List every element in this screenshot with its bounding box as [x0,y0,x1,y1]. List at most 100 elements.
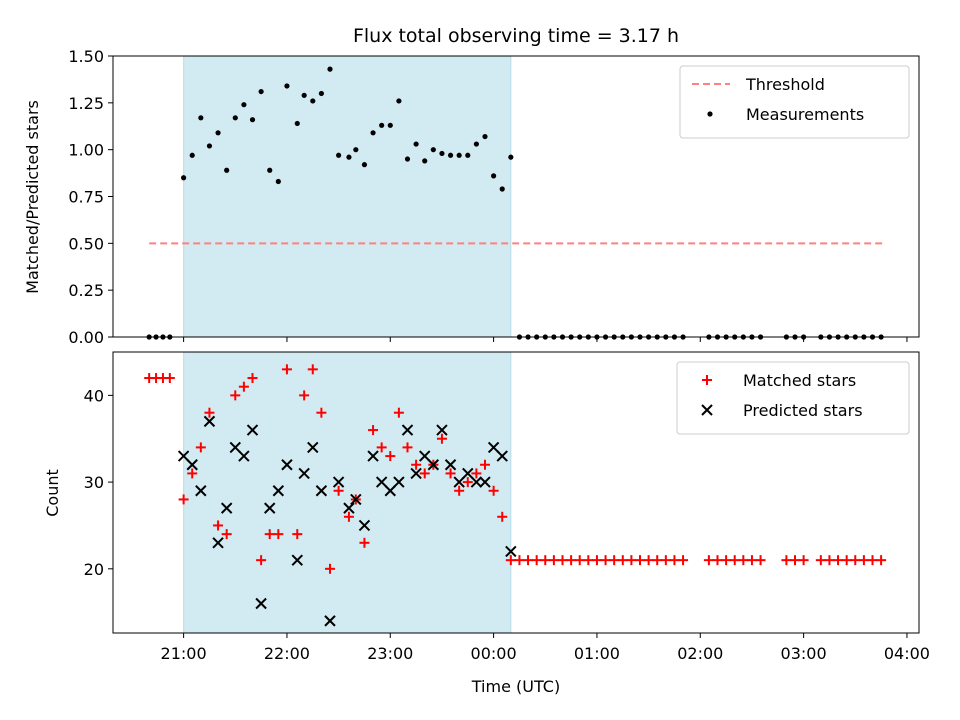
predicted-star-point [229,441,241,454]
measurement-point [353,147,359,153]
matched-star-point [316,407,327,418]
measurement-point [258,88,264,95]
predicted-star-point [220,502,233,514]
matched-star-point [505,555,516,566]
matched-star-point [343,511,354,522]
measurement-point [224,167,230,173]
legend-measurement-swatch [707,111,713,117]
measurement-point [370,130,376,136]
measurement-point [267,167,273,173]
matched-star-point [264,529,275,540]
matched-star-point [798,555,809,566]
predicted-star-point [255,597,267,610]
measurement-point [430,147,436,153]
matched-star-point [164,373,175,384]
predicted-star-point [332,476,345,488]
legend-label: Predicted stars [743,401,863,420]
matched-star-point [368,425,379,436]
bottom-axes-frame [112,351,920,634]
top-y-tick-label: 0.25 [68,281,104,300]
matched-star-point [609,555,620,566]
matched-star-point [393,407,404,418]
matched-star-point [411,459,422,470]
measurement-point [241,102,247,108]
measurement-point [284,83,290,89]
matched-star-point [445,468,456,479]
matched-star-point [376,442,387,453]
matched-star-point [480,459,490,470]
matched-star-point [557,555,568,566]
top-y-axis-label: Matched/Predicted stars [23,100,42,294]
matched-star-point [600,555,611,566]
matched-star-point [643,555,654,566]
x-tick-label: 23:00 [367,644,413,663]
measurement-point [387,122,393,128]
matched-star-point [273,529,284,540]
matched-star-point [514,555,525,566]
predicted-star-point [358,519,371,532]
measurement-point [379,122,385,128]
matched-star-point [678,555,689,566]
measurement-point [491,173,497,179]
top-y-tick-label: 1.50 [68,47,104,66]
matched-star-point [833,555,844,566]
matched-star-point [815,555,826,566]
measurement-point [318,90,324,97]
measurement-point [232,115,238,121]
top-y-tick-label: 1.25 [68,94,104,113]
matched-star-point [591,555,602,566]
measurement-point [422,158,428,164]
matched-star-point [850,555,861,566]
measurement-point [275,178,281,185]
measurement-point [301,92,307,98]
predicted-star-point [427,459,440,471]
matched-star-point [876,555,887,566]
matched-star-point [841,555,852,566]
bottom-observing-interval-shade [183,351,512,634]
matched-star-point [454,485,465,496]
predicted-star-point [410,467,422,480]
predicted-star-point [375,476,388,488]
matched-star-point [548,555,559,566]
measurement-point [198,115,204,121]
measurement-point [439,150,445,157]
x-tick-label: 02:00 [677,644,723,663]
matched-star-point [703,555,714,566]
measurement-point [327,66,333,72]
matched-star-point [178,494,189,505]
measurement-point [465,152,471,158]
measurement-point [482,133,488,140]
x-axis-label: Time (UTC) [471,677,560,696]
top-observing-interval-shade [183,55,512,338]
predicted-star-point [264,502,276,514]
predicted-star-point [444,459,457,471]
predicted-star-point [291,554,303,566]
matched-star-point [755,555,766,566]
legend-label: Matched stars [743,371,856,390]
bottom-panel: 20 30 40 21:00 22:00 23:00 00:00 01:00 02:00 03:0… [84,351,930,663]
matched-star-point [540,555,551,566]
matched-star-point [660,555,671,566]
matched-star-point [333,485,344,496]
matched-star-point [256,555,267,566]
matched-star-point [531,555,542,566]
x-tick-label: 04:00 [884,644,930,663]
bottom-y-tick-label: 40 [84,386,104,405]
matched-star-point [281,364,292,375]
x-tick-label: 21:00 [161,644,207,663]
matched-star-point [402,442,413,453]
x-tick-label: 01:00 [574,644,620,663]
measurement-point [215,130,221,136]
bottom-y-axis-label: Count [43,469,62,517]
matched-star-point [419,468,430,479]
predicted-star-point [505,545,517,558]
measurement-point [336,152,342,158]
matched-star-point [712,555,723,566]
x-tick-label: 22:00 [264,644,310,663]
predicted-star-point [246,424,259,436]
x-tick-label: 00:00 [471,644,517,663]
matched-star-point [462,477,473,488]
top-legend: Threshold Measurements [679,65,910,139]
matched-star-point [824,555,835,566]
